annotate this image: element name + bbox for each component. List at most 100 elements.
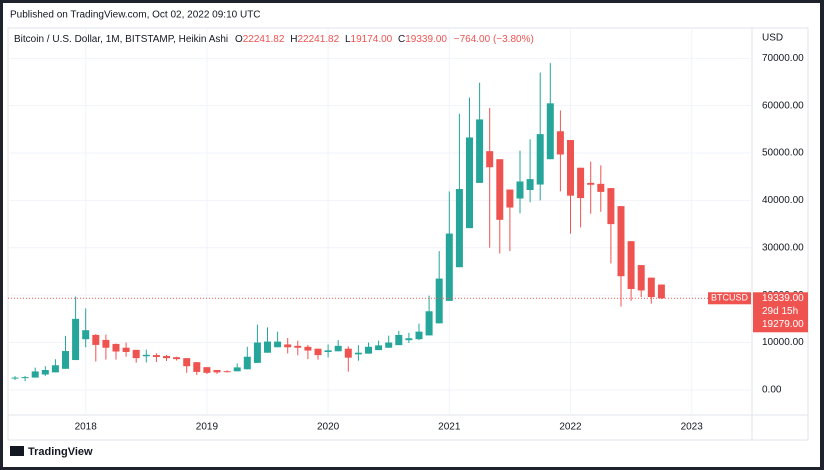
y-tick-label: 60000.00 (762, 100, 804, 111)
candle-body (556, 131, 564, 155)
symbol-tag (708, 292, 751, 305)
candle-body (607, 188, 615, 225)
candle-body (213, 370, 221, 373)
candle-body (385, 342, 393, 348)
candle-body (587, 182, 595, 185)
candle-body (455, 189, 463, 268)
candle-body (476, 119, 484, 183)
y-tick-label: 30000.00 (762, 242, 804, 253)
brand: TradingView (28, 446, 93, 458)
candle-body (173, 357, 181, 360)
ohlc-value: 19339.00 (405, 34, 447, 45)
candle-body (193, 362, 201, 372)
brand-logo (10, 446, 24, 456)
candle-body (526, 179, 534, 190)
candle-body (132, 349, 140, 359)
candle-body (21, 377, 29, 379)
candle-body (203, 367, 211, 373)
candle-body (405, 338, 413, 341)
candle-body (617, 206, 625, 277)
candle-body (445, 233, 453, 301)
candle-body (657, 284, 665, 299)
candle-body (102, 339, 110, 348)
ohlc-key: O (235, 34, 243, 45)
candle-body (274, 341, 282, 348)
currency: USD (762, 33, 783, 44)
x-tick-label: 2020 (317, 422, 340, 433)
price-overlay: BTCUSD 19339.00 29d 15h 19279.00 (8, 292, 808, 333)
candle-body (506, 189, 514, 208)
candle-body (466, 137, 473, 229)
ohlc-key: C (398, 34, 405, 45)
countdown: 29d 15h (762, 306, 798, 317)
candle-body (597, 183, 605, 192)
symbol-title: Bitcoin / U.S. Dollar, 1M, BITSTAMP, Hei… (14, 34, 534, 45)
candle-body (122, 347, 130, 352)
candle-body (324, 350, 332, 352)
candle-body (344, 348, 352, 358)
x-tick-label: 2018 (75, 422, 98, 433)
candle-body (567, 140, 574, 196)
ohlc-value: 19174.00 (351, 34, 393, 45)
candle-body (375, 345, 383, 351)
candle-body (516, 181, 524, 199)
symbol-tag-text: BTCUSD (711, 293, 749, 303)
candle-body (395, 334, 403, 346)
candle-body (637, 265, 645, 291)
candle-body (365, 346, 372, 354)
candle-body (142, 354, 150, 357)
candle-body (92, 334, 100, 345)
candle-body (72, 318, 80, 361)
price-tag-text: 19339.00 (762, 293, 804, 304)
candle-body (233, 367, 241, 372)
candle-body (546, 103, 554, 160)
candle-body (11, 377, 19, 379)
change: −764.00 (−3.80%) (454, 34, 534, 45)
candle-body (415, 331, 423, 340)
x-tick-label: 2023 (681, 422, 704, 433)
candle-body (435, 278, 443, 324)
candle-body (31, 371, 39, 378)
candle-body (425, 311, 433, 336)
candle-body (294, 345, 302, 348)
x-tick-label: 2021 (438, 422, 461, 433)
y-tick-label: 0.00 (762, 385, 782, 396)
candle-body (163, 356, 170, 359)
candle-body (314, 348, 322, 356)
x-tick-label: 2019 (196, 422, 219, 433)
candle-body (51, 365, 59, 373)
candle-body (223, 371, 231, 373)
candle-body (82, 330, 90, 340)
candle-body (112, 343, 120, 352)
candle-body (486, 151, 494, 168)
candle-body (253, 342, 261, 363)
chart-frame (7, 27, 809, 441)
candle-body (496, 159, 504, 220)
candle-body (647, 277, 655, 298)
ohlc-value: 22241.82 (297, 34, 339, 45)
candle-body (304, 346, 312, 351)
candle-body (284, 344, 292, 348)
candle-body (334, 345, 342, 352)
candle-body (627, 241, 635, 289)
ohlc-value: 22241.82 (243, 34, 285, 45)
second-price: 19279.00 (762, 319, 804, 330)
publish-note: Published on TradingView.com, Oct 02, 20… (10, 10, 261, 21)
ohlc-key: L (345, 34, 351, 45)
candle-body (62, 351, 69, 369)
candle-body (264, 341, 271, 353)
candles (11, 63, 665, 382)
y-tick-label: 70000.00 (762, 53, 804, 64)
panel (3, 3, 820, 467)
candle-body (577, 167, 585, 199)
candle-body (152, 355, 160, 357)
y-tick-label: 40000.00 (762, 195, 804, 206)
title: Bitcoin / U.S. Dollar, 1M, BITSTAMP, Hei… (14, 34, 228, 45)
candle-body (354, 352, 362, 355)
candle-body (243, 356, 251, 370)
candle-body (41, 370, 49, 375)
candle-body (183, 358, 191, 367)
y-tick-label: 10000.00 (762, 337, 804, 348)
